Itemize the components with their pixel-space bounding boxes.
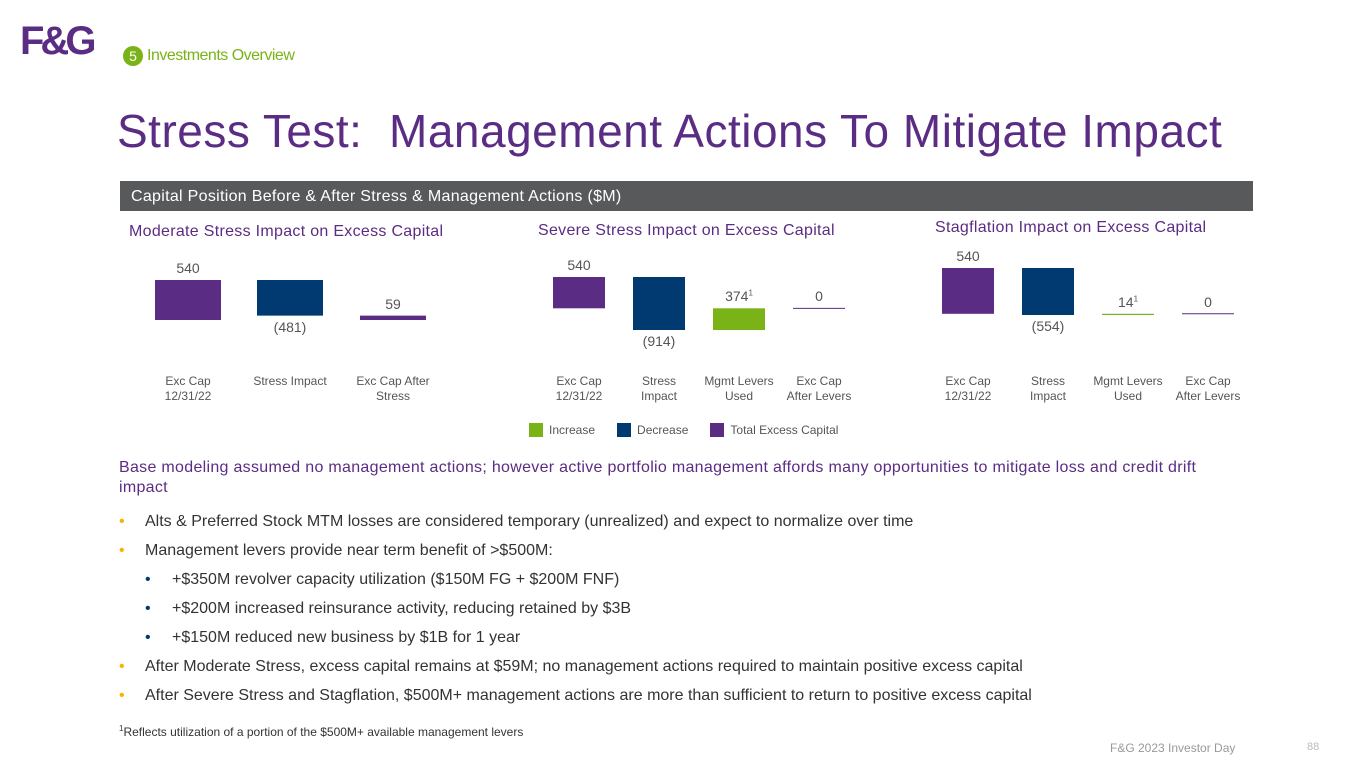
x-tick-label: Stress Impact xyxy=(1029,374,1066,403)
bullet-text: Management levers provide near term bene… xyxy=(145,542,553,559)
value-label: 3741 xyxy=(699,288,779,304)
bullet-text: Alts & Preferred Stock MTM losses are co… xyxy=(145,513,914,530)
value-label: 0 xyxy=(1168,294,1248,310)
legend-label: Increase xyxy=(549,423,596,437)
value-label-text: 59 xyxy=(385,295,401,312)
legend-swatch xyxy=(710,423,725,437)
bar xyxy=(1102,313,1154,315)
x-tick-label: Exc Cap After Levers xyxy=(1175,374,1241,403)
value-label-text: 540 xyxy=(176,260,200,276)
value-note: 1 xyxy=(1133,294,1139,304)
section-name: Investments Overview xyxy=(147,47,295,64)
logo: F&G xyxy=(20,16,96,66)
legend-label: Total Excess Capital xyxy=(730,423,839,437)
value-label: 540 xyxy=(539,257,619,273)
bar xyxy=(553,277,605,309)
chart-title: Severe Stress Impact on Excess Capital xyxy=(538,222,835,239)
legend-label: Decrease xyxy=(637,423,689,437)
slide-title: Stress Test: Management Actions To Mitig… xyxy=(117,105,1223,157)
value-label-text: 374 xyxy=(725,288,749,305)
page-number: 88 xyxy=(1307,741,1320,753)
bar xyxy=(1022,268,1074,315)
sub-bullet: +$200M increased reinsurance activity, r… xyxy=(145,598,1259,620)
value-label-text: (481) xyxy=(273,318,307,335)
bullet-text: After Moderate Stress, excess capital re… xyxy=(145,658,1023,675)
footnote-mark: 1 xyxy=(119,724,124,733)
bar xyxy=(633,277,685,330)
x-tick-label: Stress Impact xyxy=(253,374,327,388)
legend-item: Decrease xyxy=(617,423,688,437)
x-tick-label: Exc Cap 12/31/22 xyxy=(555,374,603,403)
bar xyxy=(155,280,221,320)
value-label-text: 14 xyxy=(1117,293,1134,310)
value-label: (554) xyxy=(1008,318,1088,334)
footnote-text: Reflects utilization of a portion of the… xyxy=(123,725,524,739)
x-tick-label: Exc Cap 12/31/22 xyxy=(164,374,212,403)
section-number: 5 xyxy=(123,46,143,66)
bullet: After Moderate Stress, excess capital re… xyxy=(119,656,1259,678)
x-tick-label: Exc Cap After Levers xyxy=(786,374,852,403)
value-label: (914) xyxy=(619,333,699,349)
chart-title: Stagflation Impact on Excess Capital xyxy=(935,219,1207,236)
sub-list: +$350M revolver capacity utilization ($1… xyxy=(145,569,1259,649)
sub-bullet: +$350M revolver capacity utilization ($1… xyxy=(145,569,1259,591)
x-tick-label: Exc Cap After Stress xyxy=(356,374,430,403)
footer-event: F&G 2023 Investor Day xyxy=(1110,741,1236,755)
value-label-text: 540 xyxy=(567,257,591,273)
bar xyxy=(713,308,765,330)
footnote: 1Reflects utilization of a portion of th… xyxy=(119,724,523,739)
value-note: 1 xyxy=(748,288,753,298)
legend-item: Total Excess Capital xyxy=(710,423,838,437)
value-label: (481) xyxy=(250,319,330,335)
chart-title: Moderate Stress Impact on Excess Capital xyxy=(129,223,444,240)
x-tick-label: Mgmt Levers Used xyxy=(704,374,774,403)
summary: Base modeling assumed no management acti… xyxy=(119,459,1197,496)
value-label-text: (914) xyxy=(642,333,676,349)
bullet-list: Alts & Preferred Stock MTM losses are co… xyxy=(119,511,1259,714)
bar xyxy=(257,280,323,316)
value-label-text: 540 xyxy=(956,248,980,264)
bar xyxy=(942,268,994,314)
value-label-text: 0 xyxy=(815,288,823,305)
bullet: Management levers provide near term bene… xyxy=(119,540,1259,649)
bar xyxy=(360,315,426,320)
value-label: 141 xyxy=(1088,294,1168,310)
x-tick-label: Exc Cap 12/31/22 xyxy=(944,374,992,403)
bullet: After Severe Stress and Stagflation, $50… xyxy=(119,685,1259,707)
bullet: Alts & Preferred Stock MTM losses are co… xyxy=(119,511,1259,533)
legend-item: Increase xyxy=(529,423,595,437)
legend-swatch xyxy=(617,423,632,437)
bullet-text: After Severe Stress and Stagflation, $50… xyxy=(145,687,1032,704)
value-label-text: 0 xyxy=(1204,293,1212,310)
legend: Increase Decrease Total Excess Capital xyxy=(529,423,838,437)
x-tick-label: Stress Impact xyxy=(640,374,677,403)
value-label: 59 xyxy=(353,296,433,312)
banner: Capital Position Before & After Stress &… xyxy=(120,181,1253,211)
value-label-text: (554) xyxy=(1031,318,1065,334)
value-label: 0 xyxy=(779,288,859,304)
sub-bullet: +$150M reduced new business by $1B for 1… xyxy=(145,627,1259,649)
value-label: 540 xyxy=(148,260,228,276)
x-tick-label: Mgmt Levers Used xyxy=(1093,374,1163,403)
value-label: 540 xyxy=(928,248,1008,264)
legend-swatch xyxy=(529,423,543,437)
